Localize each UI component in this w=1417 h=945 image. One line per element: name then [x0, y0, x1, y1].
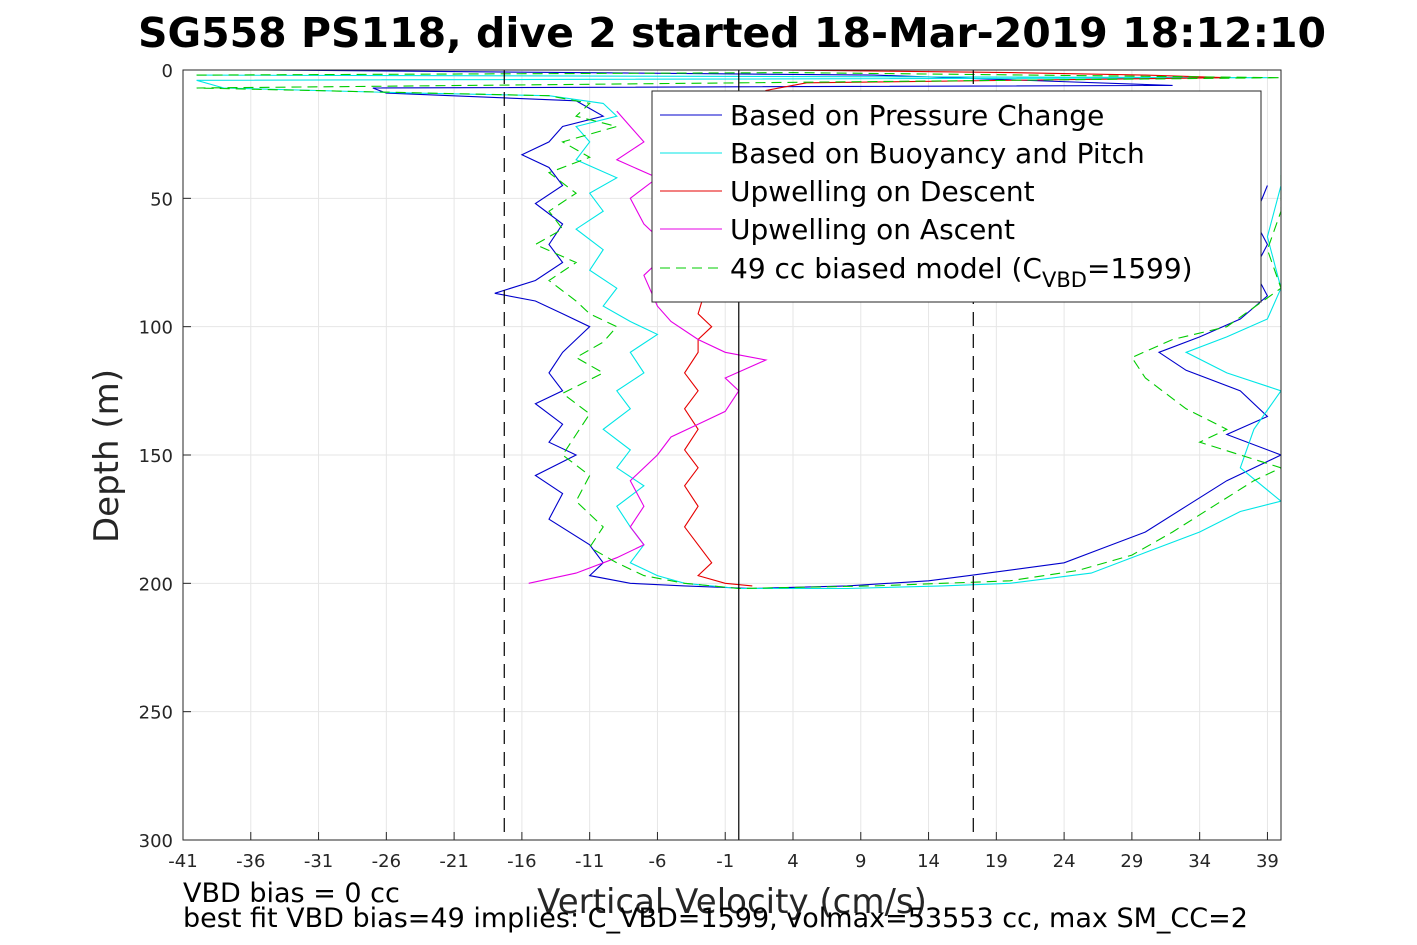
- legend-label: 49 cc biased model (CVBD=1599): [730, 252, 1193, 292]
- x-axis-label: Vertical Velocity (cm/s): [537, 882, 927, 922]
- legend-label: Upwelling on Descent: [730, 175, 1035, 208]
- series-line: [196, 72, 1281, 590]
- y-tick-label: 200: [139, 574, 173, 595]
- chart-title: SG558 PS118, dive 2 started 18-Mar-2019 …: [138, 9, 1326, 57]
- x-tick-label: -41: [168, 851, 197, 872]
- x-tick-label: -36: [236, 851, 265, 872]
- x-tick-label: 4: [787, 851, 798, 872]
- vbd-bias-note: VBD bias = 0 cc: [183, 878, 400, 909]
- x-tick-label: -16: [507, 851, 536, 872]
- legend-box: [651, 90, 1262, 303]
- x-tick-label: 34: [1188, 851, 1211, 872]
- series-layer: [196, 70, 1281, 590]
- x-tick-label: 9: [855, 851, 866, 872]
- y-tick-label: 150: [139, 446, 173, 467]
- y-axis-ticks: 0 50 100 150 200 250 300: [139, 61, 191, 852]
- x-tick-label: 29: [1120, 851, 1143, 872]
- x-tick-label: -1: [716, 851, 734, 872]
- x-tick-label: 39: [1256, 851, 1279, 872]
- x-tick-label: 19: [985, 851, 1008, 872]
- x-tick-label: 24: [1053, 851, 1076, 872]
- legend-label: Based on Pressure Change: [730, 99, 1104, 132]
- y-axis-label: Depth (m): [87, 369, 127, 543]
- x-tick-label: -26: [372, 851, 401, 872]
- legend-label: Upwelling on Ascent: [730, 213, 1015, 246]
- series-line: [528, 110, 768, 584]
- x-tick-label: -21: [439, 851, 468, 872]
- legend: Based on Pressure Change Based on Buoyanc…: [651, 90, 1262, 303]
- x-axis-ticks: -41 -36 -31 -26 -21 -16 -11 -6 -1 4 9 14 19 24 29 34 39: [168, 832, 1279, 872]
- y-tick-label: 0: [162, 61, 173, 82]
- y-tick-label: 50: [150, 189, 173, 210]
- series-line: [264, 70, 1281, 590]
- y-tick-label: 100: [139, 318, 173, 339]
- best-fit-note: best fit VBD bias=49 implies: C_VBD=1599…: [183, 903, 1248, 934]
- legend-label: Based on Buoyancy and Pitch: [730, 137, 1145, 170]
- x-tick-label: -11: [575, 851, 604, 872]
- x-tick-label: -6: [648, 851, 666, 872]
- x-tick-label: 14: [917, 851, 940, 872]
- y-tick-label: 250: [139, 703, 173, 724]
- y-tick-label: 300: [139, 831, 173, 852]
- series-line: [196, 74, 1281, 590]
- x-tick-label: -31: [304, 851, 333, 872]
